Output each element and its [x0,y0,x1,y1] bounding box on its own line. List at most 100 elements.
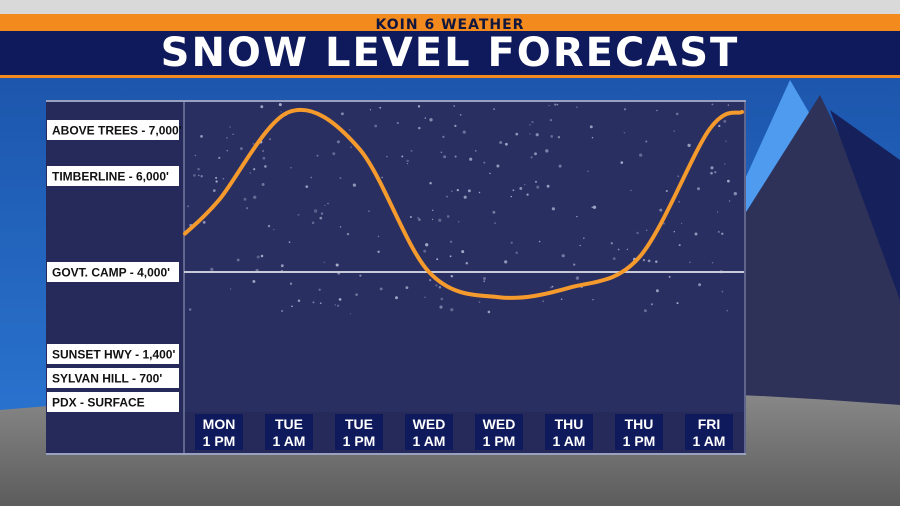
x-label-time: 1 AM [413,433,446,449]
snowflake [461,250,465,254]
snowflake [424,296,426,299]
snowflake [687,143,691,148]
snowflake [432,209,434,211]
snowflake [226,149,229,152]
snowflake [642,258,646,262]
snowflake [453,105,455,107]
snowflake [327,202,329,205]
snowflake [232,133,234,135]
snowflake [369,109,372,111]
snowflake [438,218,442,222]
x-label-day: THU [555,416,584,432]
snowflake [442,135,445,139]
snowflake [297,299,301,303]
snowflake [337,304,340,307]
snowflake [478,191,481,194]
snowflake [677,175,680,178]
snowflake [560,298,563,301]
x-label-day: WED [413,416,446,432]
snowflake [573,263,576,266]
snowflake [438,285,442,289]
x-label-box [615,414,663,450]
snowflake [440,297,444,301]
snowflake [548,104,550,107]
snowflake [530,156,533,159]
snowflake [557,135,561,139]
snowflake [721,232,724,235]
snowflake [449,240,453,243]
snowflake [538,240,541,243]
snowflake [187,205,190,208]
snowflake [645,140,648,143]
snowflake [318,288,321,291]
x-label-day: FRI [698,416,721,432]
snowflake [409,216,412,218]
snowflake [278,103,282,107]
snowflake [355,293,358,296]
snowflake [529,133,531,135]
snowflake [721,290,724,293]
snowflake [505,142,508,146]
snowflake [262,149,265,153]
snowflake [188,308,192,311]
snowflake [542,300,544,302]
snowflake [504,260,508,264]
snowflake [478,301,481,303]
snowflake [727,104,730,106]
snowflake [338,298,342,301]
snowflake [212,189,216,192]
snowflake [198,174,200,177]
snowflake [678,244,681,247]
snowflake [249,172,251,174]
plot-area [184,100,744,412]
snowflake [733,192,737,196]
snowflake [483,280,486,283]
snowflake [256,255,260,259]
snowflake [535,180,537,183]
snowflake [535,133,539,137]
snowflake [324,204,326,207]
snowflake [659,208,663,212]
snowflake [386,155,388,158]
snowflake [395,296,398,300]
snowflake [312,301,315,304]
snowflake [210,267,214,272]
snowflake [451,190,453,192]
snowflake [288,241,291,243]
snowflake [379,287,383,291]
snowflake [636,231,639,235]
snowflake [348,129,351,131]
snowflake [639,153,643,157]
snowflake [587,170,589,172]
snowflake [655,289,659,293]
y-level-box [47,368,179,388]
snowflake [494,222,496,224]
x-label-time: 1 PM [343,433,376,449]
snowflake [626,248,629,251]
snowflake [546,184,550,188]
snowflake [529,124,531,126]
snowflake [435,284,438,287]
snowflake [582,237,585,240]
snowflake [710,171,713,175]
snowflake [617,248,620,251]
snowflake [200,175,203,178]
snowflake [319,302,322,305]
snowflake [359,274,362,277]
snowflake [446,215,450,218]
snowflake [381,176,383,179]
snowflake [352,183,356,187]
snowflake [197,167,200,171]
snowflake [591,136,594,139]
snowflake [549,118,553,122]
snowflake [694,232,698,236]
snowflake [346,232,350,236]
snowflake [253,195,257,199]
snowflake [536,185,540,189]
brand-label: KOIN 6 WEATHER [375,17,525,33]
x-label-day: TUE [275,416,303,432]
y-level-label: GOVT. CAMP - 4,000' [52,266,170,280]
snowflake [647,259,651,263]
snowflake [591,206,594,209]
snowflake [267,224,271,228]
